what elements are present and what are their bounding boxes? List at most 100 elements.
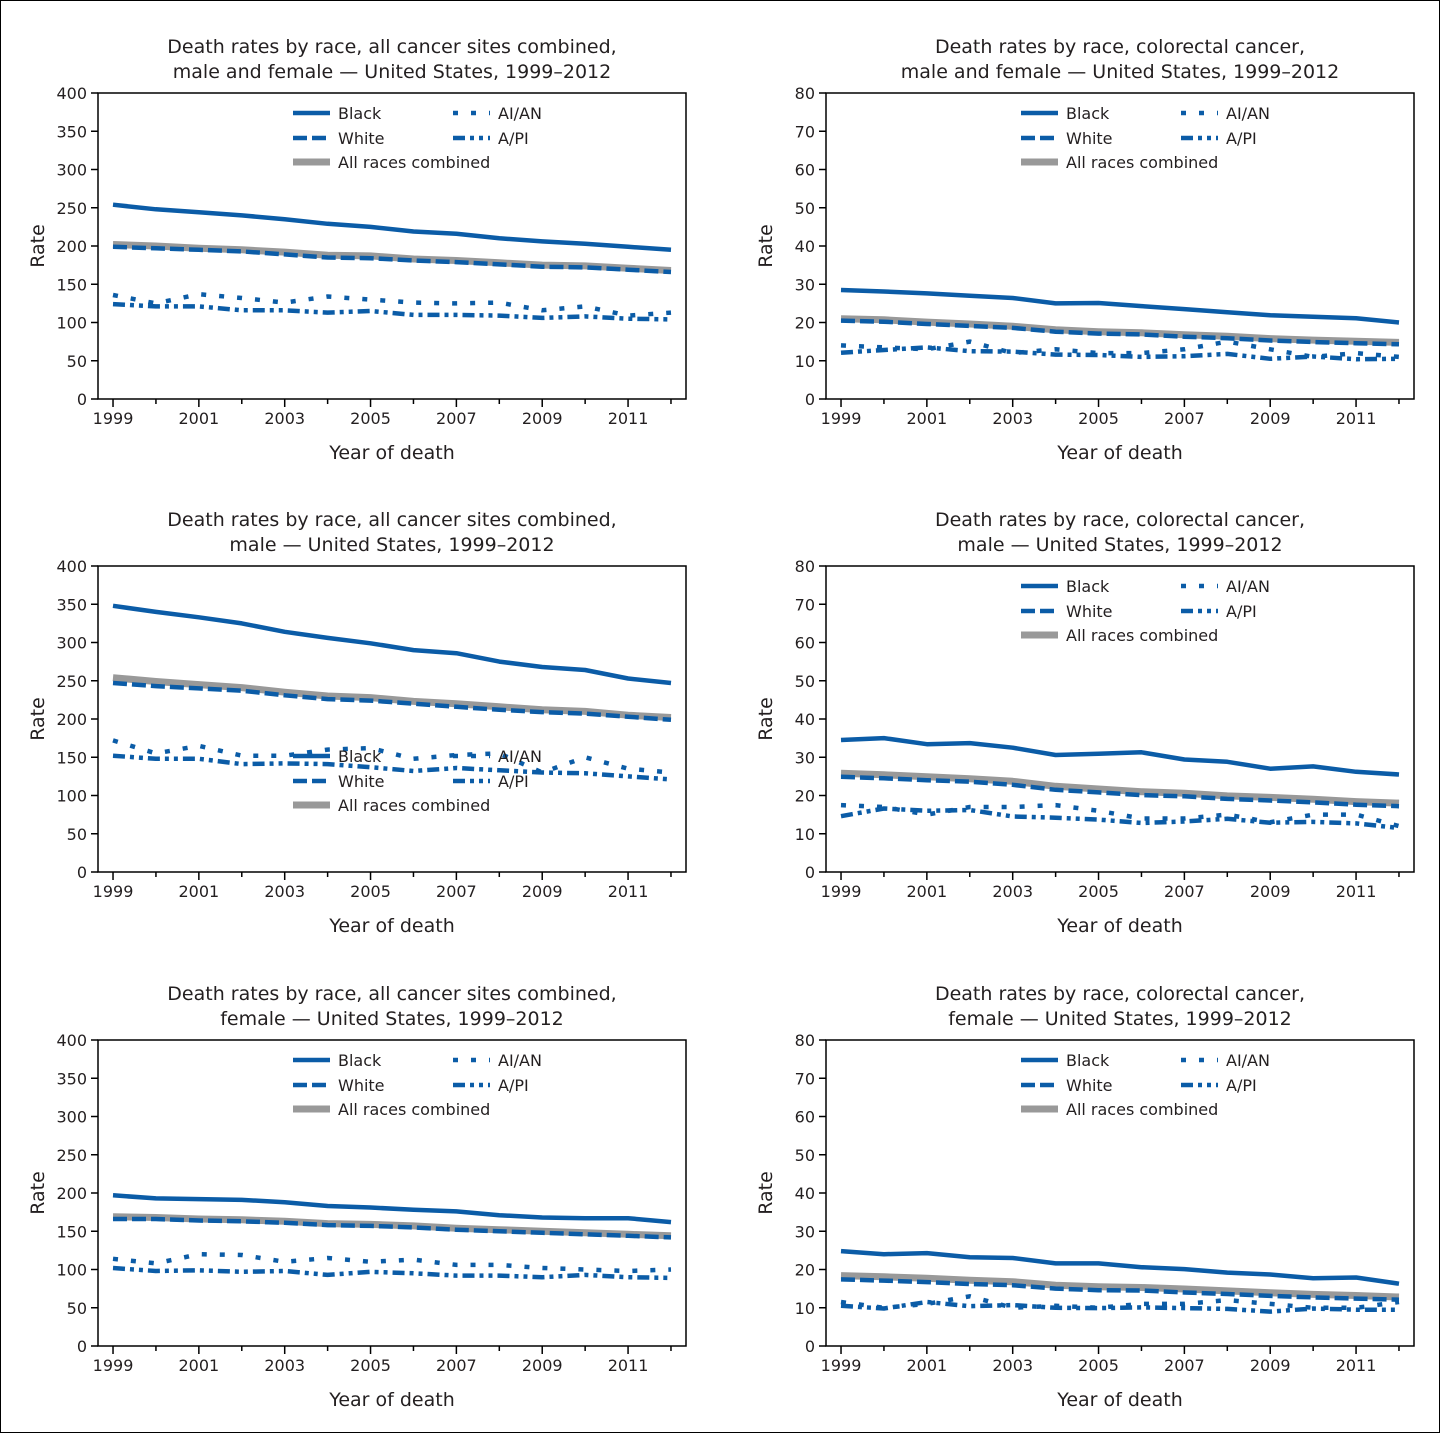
- x-tick-label: 2005: [1078, 409, 1119, 428]
- y-tick-label: 40: [795, 1184, 815, 1203]
- y-tick-label: 50: [795, 672, 815, 691]
- x-tick-label: 1999: [821, 882, 862, 901]
- legend-label-ai-an: AI/AN: [498, 747, 542, 766]
- legend-label-white: White: [1066, 1076, 1113, 1095]
- legend-label-a-pi: A/PI: [1226, 602, 1257, 621]
- x-tick-label: 2009: [522, 1356, 563, 1375]
- y-tick-label: 400: [56, 1031, 87, 1050]
- y-tick-label: 50: [67, 352, 87, 371]
- y-tick-label: 50: [67, 1299, 87, 1318]
- plot-area: [97, 1039, 687, 1347]
- legend-label-white: White: [338, 129, 385, 148]
- plot-area: [97, 565, 687, 873]
- x-tick-label: 2011: [1336, 882, 1377, 901]
- y-tick-label: 300: [56, 161, 87, 180]
- y-tick-label: 50: [67, 825, 87, 844]
- series-line-ai-an: [112, 291, 672, 318]
- legend-label-ai-an: AI/AN: [498, 1051, 542, 1070]
- x-tick-label: 2011: [608, 882, 649, 901]
- x-tick-label: 2007: [436, 409, 477, 428]
- series-line-black: [840, 287, 1400, 325]
- y-tick-label: 80: [795, 557, 815, 576]
- series-line-white: [840, 318, 1400, 347]
- chart-title-line: Death rates by race, all cancer sites co…: [167, 36, 616, 58]
- series-line-a-pi: [112, 301, 672, 322]
- y-axis-label: Rate: [27, 697, 49, 741]
- y-tick-label: 60: [795, 634, 815, 653]
- x-tick-label: 1999: [821, 409, 862, 428]
- chart-title-line: male — United States, 1999–2012: [957, 534, 1282, 556]
- y-tick-label: 200: [56, 1184, 87, 1203]
- x-tick-label: 2001: [179, 1356, 220, 1375]
- x-tick-label: 2007: [1164, 409, 1205, 428]
- y-tick-label: 400: [56, 84, 87, 103]
- series-line-ai-an: [840, 802, 1400, 829]
- x-tick-label: 2005: [350, 882, 391, 901]
- legend-label-all-races-combined: All races combined: [338, 796, 490, 815]
- y-tick-label: 400: [56, 557, 87, 576]
- y-axis-label: Rate: [27, 1171, 49, 1215]
- series-line-white: [112, 680, 672, 723]
- legend-label-a-pi: A/PI: [1226, 129, 1257, 148]
- x-tick-label: 2003: [264, 1356, 305, 1375]
- x-tick-label: 2005: [1078, 1356, 1119, 1375]
- legend-label-a-pi: A/PI: [498, 772, 529, 791]
- y-tick-label: 40: [795, 237, 815, 256]
- x-tick-label: 1999: [93, 409, 134, 428]
- y-tick-label: 0: [77, 1337, 87, 1356]
- y-tick-label: 200: [56, 237, 87, 256]
- y-tick-label: 150: [56, 1222, 87, 1241]
- x-tick-label: 2003: [264, 882, 305, 901]
- x-axis-label: Year of death: [328, 1389, 455, 1411]
- chart-title-line: Death rates by race, all cancer sites co…: [167, 983, 616, 1005]
- chart-panel-6: Death rates by race, colorectal cancer, f…: [755, 983, 1415, 1411]
- y-tick-label: 20: [795, 787, 815, 806]
- series-line-black: [112, 603, 672, 686]
- y-tick-label: 10: [795, 352, 815, 371]
- chart-panel-3: Death rates by race, all cancer sites co…: [27, 509, 687, 937]
- x-tick-label: 2007: [1164, 882, 1205, 901]
- x-tick-label: 2009: [522, 409, 563, 428]
- y-tick-label: 350: [56, 595, 87, 614]
- legend-label-ai-an: AI/AN: [498, 104, 542, 123]
- y-axis-label: Rate: [755, 224, 777, 268]
- chart-title-line: Death rates by race, all cancer sites co…: [167, 509, 616, 531]
- legend-label-white: White: [1066, 602, 1113, 621]
- chart-title-line: female — United States, 1999–2012: [220, 1008, 564, 1030]
- y-tick-label: 100: [56, 787, 87, 806]
- x-tick-label: 2009: [522, 882, 563, 901]
- x-tick-label: 2007: [1164, 1356, 1205, 1375]
- x-tick-label: 2011: [608, 1356, 649, 1375]
- legend-label-ai-an: AI/AN: [1226, 104, 1270, 123]
- x-tick-label: 1999: [93, 1356, 134, 1375]
- chart-panel-2: Death rates by race, colorectal cancer, m…: [755, 36, 1415, 464]
- series-line-all-races-combined: [840, 769, 1400, 807]
- chart-title-line: male and female — United States, 1999–20…: [173, 61, 611, 83]
- chart-panel-1: Death rates by race, all cancer sites co…: [27, 36, 687, 464]
- legend-label-black: Black: [338, 1051, 382, 1070]
- y-tick-label: 10: [795, 1299, 815, 1318]
- x-axis-label: Year of death: [1056, 442, 1183, 464]
- y-tick-label: 350: [56, 122, 87, 141]
- legend-label-black: Black: [1066, 577, 1110, 596]
- legend-label-black: Black: [338, 104, 382, 123]
- series-line-white: [113, 1216, 672, 1240]
- x-tick-label: 2005: [350, 409, 391, 428]
- y-tick-label: 150: [56, 748, 87, 767]
- legend-label-all-races-combined: All races combined: [1066, 1100, 1218, 1119]
- x-tick-label: 2001: [907, 882, 948, 901]
- x-tick-label: 2003: [992, 409, 1033, 428]
- series-line-a-pi: [840, 345, 1400, 362]
- y-tick-label: 100: [56, 1261, 87, 1280]
- chart-title-line: female — United States, 1999–2012: [948, 1008, 1292, 1030]
- y-tick-label: 0: [805, 863, 815, 882]
- plot-area: [825, 92, 1415, 400]
- legend-label-black: Black: [338, 747, 382, 766]
- x-tick-label: 2011: [608, 409, 649, 428]
- chart-title-line: Death rates by race, colorectal cancer,: [935, 983, 1305, 1005]
- y-tick-label: 30: [795, 748, 815, 767]
- y-axis-label: Rate: [27, 224, 49, 268]
- x-tick-label: 2005: [1078, 882, 1119, 901]
- plot-area: [825, 1039, 1415, 1347]
- x-tick-label: 2001: [907, 1356, 948, 1375]
